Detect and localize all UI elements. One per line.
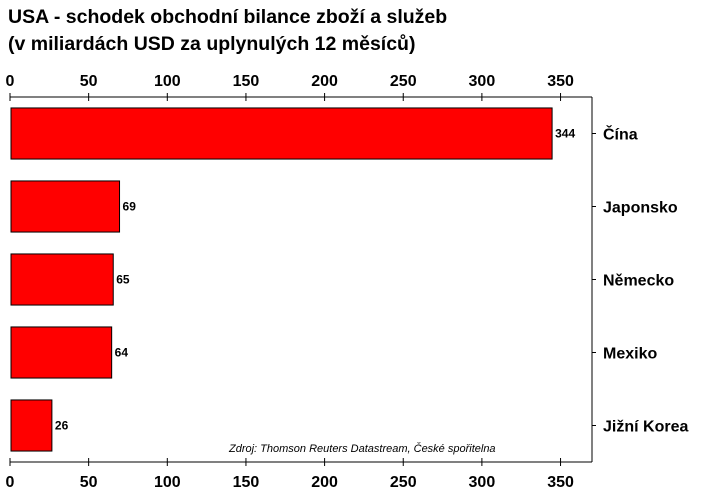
- category-label: Jižní Korea: [603, 419, 688, 436]
- top-tick-label: 250: [390, 73, 417, 90]
- value-label: 64: [115, 346, 129, 360]
- value-label: 344: [555, 127, 575, 141]
- bottom-tick-label: 250: [390, 474, 417, 491]
- bar: [10, 399, 53, 452]
- chart-title-line2: (v miliardách USD za uplynulých 12 měsíc…: [8, 33, 416, 55]
- category-label: Mexiko: [603, 346, 657, 363]
- top-tick-label: 0: [6, 73, 15, 90]
- top-x-axis: 0 50 100 150 200 250 300 350: [6, 73, 574, 101]
- chart-title-line1: USA - schodek obchodní bilance zboží a s…: [8, 6, 448, 28]
- bar: [10, 326, 113, 379]
- category-label: Německo: [603, 273, 674, 290]
- bar: [10, 107, 553, 160]
- top-tick-label: 100: [154, 73, 181, 90]
- bottom-tick-label: 300: [469, 474, 496, 491]
- top-tick-label: 150: [233, 73, 260, 90]
- bottom-tick-label: 0: [6, 474, 15, 491]
- top-tick-label: 300: [469, 73, 496, 90]
- bar: [10, 180, 121, 233]
- chart-title: USA - schodek obchodní bilance zboží a s…: [8, 4, 447, 58]
- category-labels: Čína Japonsko Německo Mexiko Jižní Korea: [592, 125, 688, 436]
- bottom-tick-label: 350: [547, 474, 574, 491]
- bottom-tick-label: 50: [80, 474, 98, 491]
- top-tick-label: 50: [80, 73, 98, 90]
- value-label: 69: [123, 200, 137, 214]
- bottom-tick-label: 100: [154, 474, 181, 491]
- source-note: Zdroj: Thomson Reuters Datastream, České…: [228, 442, 496, 455]
- value-label: 26: [55, 419, 69, 433]
- category-label: Čína: [603, 125, 638, 144]
- top-tick-label: 350: [547, 73, 574, 90]
- bars-group: 344 69 65 64 26: [10, 107, 575, 452]
- bottom-tick-label: 200: [311, 474, 338, 491]
- bar: [10, 253, 114, 306]
- category-label: Japonsko: [603, 200, 678, 217]
- bottom-tick-label: 150: [233, 474, 260, 491]
- value-label: 65: [116, 273, 130, 287]
- bottom-x-axis: 0 50 100 150 200 250 300 350: [6, 458, 574, 491]
- top-tick-label: 200: [311, 73, 338, 90]
